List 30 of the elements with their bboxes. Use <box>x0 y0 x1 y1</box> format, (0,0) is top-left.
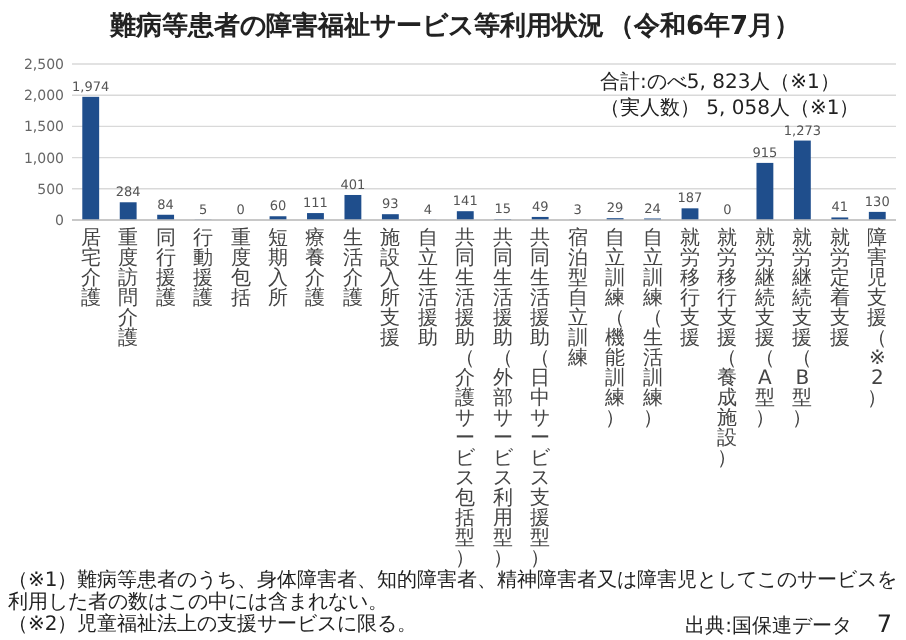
text: （※2）児童福祉法上の支援サービスに限る。 <box>8 614 418 636</box>
text: （※1）難病等患者のうち、身体障害者、知的障害者、精神障害者又は障害児としてこのサービスを利用した者の数はこの中には含まれない。 <box>8 570 898 614</box>
category-label: 自立訓練（生活訓練） <box>642 228 663 430</box>
x-tick-label: 生活介護 <box>342 226 363 310</box>
x-tick-label: 就労移行支援 <box>680 226 700 350</box>
x-tick-label: 宿泊型自立訓練 <box>565 226 588 370</box>
chart-subtitle: （令和6年7月） <box>607 10 801 42</box>
category-label: 障害児支援（※2） <box>867 228 888 410</box>
annotation: 合計:のべ5, 823人（※1） <box>600 70 840 94</box>
annotation: （実人数） 5, 058人（※1） <box>600 96 860 120</box>
category-label: 共同生活援助（外部サービス利用型） <box>492 228 513 570</box>
category-label: 自立訓練（機能訓練） <box>605 228 626 430</box>
category-label: 就労継続支援（A型） <box>754 228 775 430</box>
x-tick-label: 施設入所支援 <box>380 226 401 350</box>
x-tick-label: 就労定着支援 <box>829 226 850 350</box>
x-tick-label: 重度包括 <box>230 226 251 310</box>
x-tick-label: 療養介護 <box>305 226 326 310</box>
x-tick-label: 居宅介護 <box>80 228 101 310</box>
category-label: 就労継続支援（B型） <box>792 228 813 430</box>
source-note: 出典:国保連データ <box>685 614 852 638</box>
category-label: 就労移行支援（養成施設） <box>717 228 738 470</box>
category-label: 共同生活援助（介護サービス包括型） <box>455 228 476 570</box>
category-label: 共同生活援助（日中サービス支援型） <box>530 228 551 570</box>
x-tick-label: 重度訪問介護 <box>118 226 139 350</box>
x-tick-label: 同行援護 <box>155 228 176 310</box>
x-tick-label: 短期入所 <box>268 228 288 310</box>
x-tick-label: 自立生活援助 <box>417 226 438 350</box>
text: 7 <box>876 610 892 638</box>
chart-title: 難病等患者の障害福祉サービス等利用状況 <box>107 10 604 42</box>
x-tick-label: 行動援護 <box>193 228 214 310</box>
